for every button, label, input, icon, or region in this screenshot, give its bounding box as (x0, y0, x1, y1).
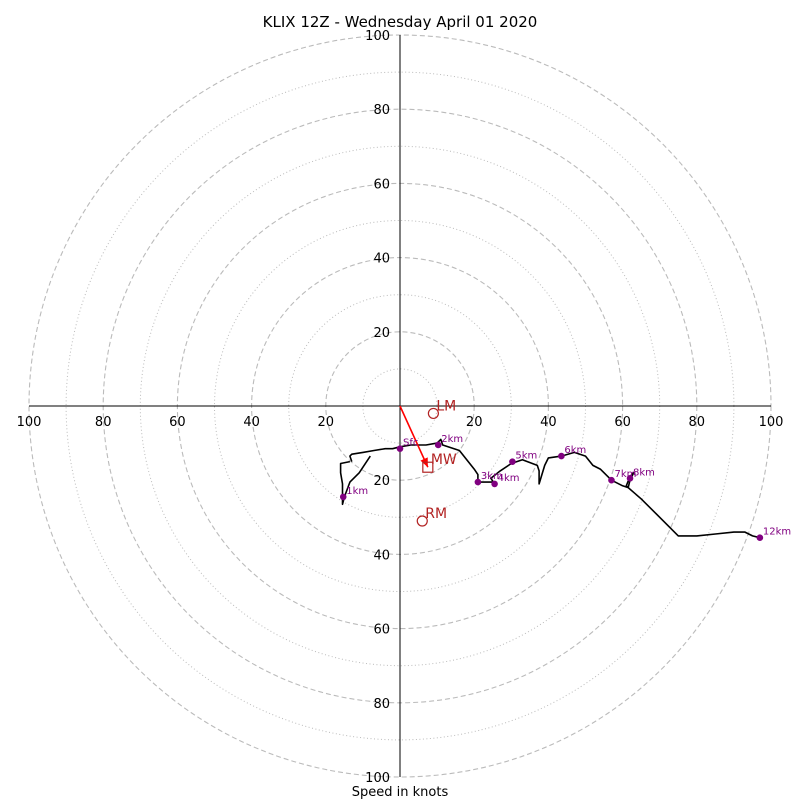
x-axis-label: Speed in knots (352, 785, 449, 800)
storm-motion-markers: LM RM MW (416, 398, 457, 527)
height-marker-label: 1km (346, 486, 368, 497)
storm-motion-label: LM (436, 398, 456, 414)
x-tick-label: 40 (243, 415, 260, 430)
x-tick-label: 40 (540, 415, 557, 430)
hodograph-line (349, 438, 761, 539)
x-tick-label: 20 (466, 415, 483, 430)
x-tick-label: 60 (169, 415, 186, 430)
y-tick-label: 100 (365, 771, 390, 786)
height-marker-dot (558, 452, 565, 460)
height-marker-dot (509, 458, 516, 465)
y-tick-label: 100 (365, 29, 390, 44)
height-marker-dot (626, 475, 634, 482)
y-tick-label: 60 (373, 623, 390, 638)
y-tick-label: 80 (373, 103, 390, 118)
height-marker-label: 4km (498, 473, 520, 484)
height-marker-dot (339, 493, 347, 501)
storm-motion-label: RM (425, 506, 447, 522)
chart-title: KLIX 12Z - Wednesday April 01 2020 (263, 13, 538, 31)
height-marker-label: 3km (481, 471, 503, 482)
height-marker-label: 2km (441, 434, 463, 445)
tick-labels: 100 100 80 80 60 60 40 40 20 20 20 20 40 40 60 60 80 80 10… (17, 29, 784, 786)
height-marker-label: 5km (515, 451, 537, 462)
x-tick-label: 60 (614, 415, 631, 430)
height-marker-dot (756, 534, 764, 542)
height-marker-dot (491, 480, 498, 488)
storm-motion-label: MW (431, 452, 457, 468)
mean-wind-vector (399, 405, 429, 468)
storm-motion-circle (416, 515, 428, 527)
x-tick-label: 100 (17, 415, 42, 430)
height-marker-label: 12km (763, 527, 791, 538)
storm-motion-square (422, 461, 434, 473)
mean-wind-arrow-line (399, 405, 429, 468)
y-tick-label: 40 (373, 252, 390, 267)
x-tick-label: 100 (759, 415, 784, 430)
height-marker-label: 8km (633, 467, 655, 478)
height-marker-dot (474, 478, 482, 486)
height-marker-dot (396, 445, 404, 452)
x-tick-label: 80 (95, 415, 112, 430)
y-tick-label: 20 (373, 474, 390, 489)
y-tick-label: 40 (373, 548, 390, 563)
storm-motion-circle (427, 407, 439, 420)
y-tick-label: 20 (373, 326, 390, 341)
hodograph-trace (339, 438, 761, 539)
y-tick-label: 80 (373, 697, 390, 712)
height-marker-label: Sfc (403, 438, 418, 449)
height-marker-dot (608, 476, 615, 484)
height-marker-label: 7km (614, 469, 636, 480)
height-marker-label: 6km (564, 445, 586, 456)
low-level-hodograph-line (339, 455, 371, 506)
x-tick-label: 20 (318, 415, 335, 430)
x-tick-label: 80 (689, 415, 706, 430)
y-tick-label: 60 (373, 177, 390, 192)
height-marker-dot (434, 441, 442, 449)
